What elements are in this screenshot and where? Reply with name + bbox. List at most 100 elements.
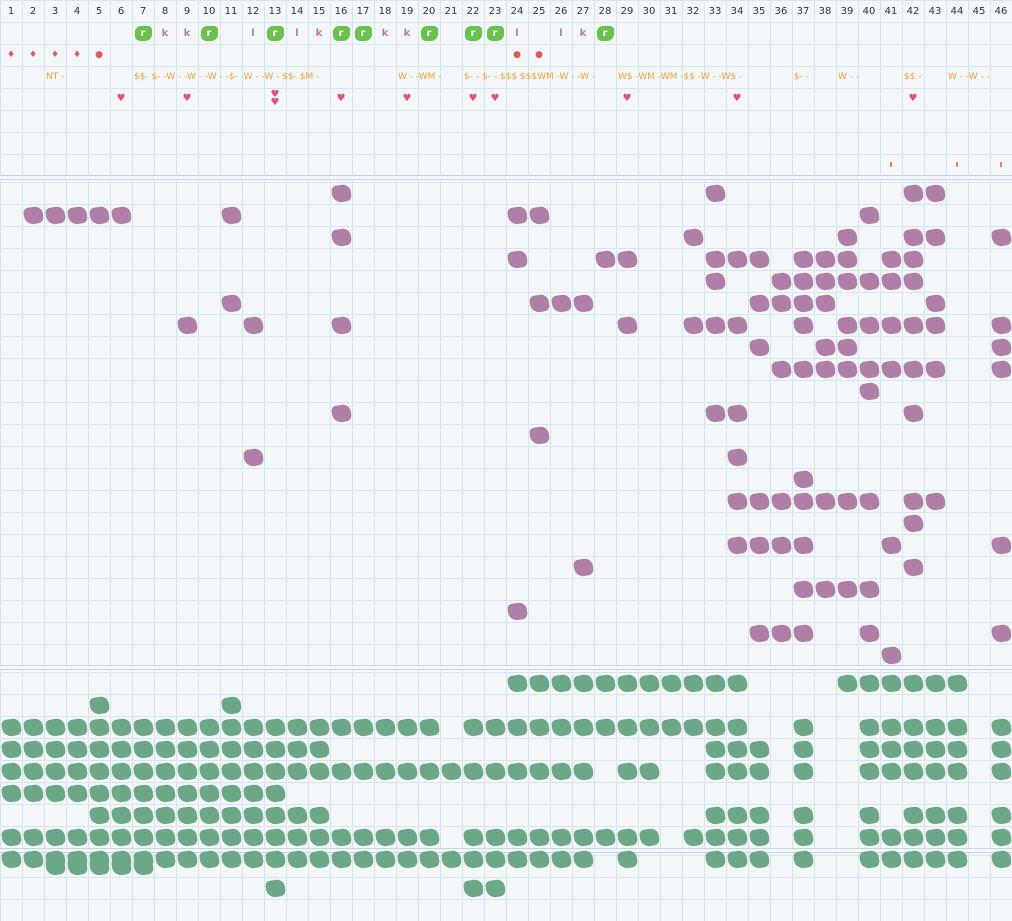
blob-block-icon[interactable] [550, 673, 572, 693]
green-block-cell[interactable] [638, 716, 660, 738]
blob-block-icon[interactable] [330, 403, 352, 423]
green-block-cell[interactable] [704, 760, 726, 782]
blob-block-icon[interactable] [858, 359, 880, 379]
green-block-cell[interactable] [0, 826, 22, 848]
purple-block-cell[interactable] [220, 204, 242, 226]
blob-block-icon[interactable] [770, 535, 792, 555]
green-block-cell[interactable] [704, 804, 726, 826]
purple-block-cell[interactable] [704, 402, 726, 424]
green-block-cell[interactable] [308, 826, 330, 848]
green-block-cell[interactable] [946, 848, 968, 870]
blob-block-icon[interactable] [88, 717, 110, 737]
blob-block-icon[interactable] [132, 827, 154, 847]
green-block-cell[interactable] [924, 672, 946, 694]
green-block-cell[interactable] [132, 760, 154, 782]
green-block-cell[interactable] [242, 848, 264, 870]
blob-block-icon[interactable] [924, 717, 946, 737]
blob-block-icon[interactable] [902, 717, 924, 737]
blob-block-icon[interactable] [990, 739, 1012, 759]
blob-block-icon[interactable] [418, 761, 440, 781]
green-block-cell[interactable] [330, 716, 352, 738]
blob-block-icon[interactable] [792, 271, 814, 291]
purple-block-cell[interactable] [726, 248, 748, 270]
blob-block-icon[interactable] [396, 827, 418, 847]
green-block-cell[interactable] [198, 848, 220, 870]
blob-block-icon[interactable] [990, 623, 1012, 643]
blob-block-icon[interactable] [858, 315, 880, 335]
green-block-cell[interactable] [110, 716, 132, 738]
purple-block-cell[interactable] [792, 270, 814, 292]
purple-block-cell[interactable] [220, 292, 242, 314]
green-block-cell[interactable] [528, 716, 550, 738]
r-badge-icon[interactable]: r [486, 25, 504, 41]
blob-block-icon[interactable] [242, 783, 264, 803]
green-block-cell[interactable] [748, 760, 770, 782]
column-header[interactable]: 24 [510, 5, 524, 17]
blob-block-icon[interactable] [682, 315, 704, 335]
purple-block-cell[interactable] [924, 226, 946, 248]
blob-block-icon[interactable] [924, 673, 946, 693]
purple-block-cell[interactable] [836, 314, 858, 336]
green-block-cell[interactable] [924, 826, 946, 848]
column-header[interactable]: 2 [29, 5, 37, 17]
purple-block-cell[interactable] [836, 358, 858, 380]
purple-block-cell[interactable] [902, 402, 924, 424]
blob-block-icon[interactable] [946, 673, 968, 693]
blob-block-icon[interactable] [990, 827, 1012, 847]
green-block-cell[interactable] [44, 782, 66, 804]
green-block-cell[interactable] [792, 738, 814, 760]
blob-block-icon[interactable] [594, 827, 616, 847]
green-block-cell[interactable] [506, 672, 528, 694]
blob-block-icon[interactable] [638, 673, 660, 693]
purple-block-cell[interactable] [572, 292, 594, 314]
blob-block-icon[interactable] [572, 849, 594, 869]
blob-block-icon[interactable] [836, 315, 858, 335]
purple-block-cell[interactable] [528, 424, 550, 446]
blob-block-icon[interactable] [132, 761, 154, 781]
green-block-cell[interactable] [330, 826, 352, 848]
blob-block-icon[interactable] [352, 761, 374, 781]
blob-block-icon[interactable] [330, 315, 352, 335]
green-block-cell[interactable] [66, 782, 88, 804]
column-header[interactable]: 5 [95, 5, 103, 17]
blob-block-icon[interactable] [22, 783, 44, 803]
r-badge-icon[interactable]: r [420, 25, 438, 41]
purple-block-cell[interactable] [880, 644, 902, 666]
blob-block-icon[interactable] [506, 717, 528, 737]
green-block-cell[interactable] [66, 760, 88, 782]
blob-block-icon[interactable] [990, 535, 1012, 555]
green-block-cell[interactable] [616, 760, 638, 782]
purple-block-cell[interactable] [924, 358, 946, 380]
blob-block-icon[interactable] [682, 827, 704, 847]
badge-cell[interactable]: r [352, 22, 374, 44]
blob-block-icon[interactable] [308, 849, 330, 869]
blob-block-icon[interactable] [726, 717, 748, 737]
blob-block-icon[interactable] [726, 315, 748, 335]
green-block-cell[interactable] [220, 738, 242, 760]
purple-block-cell[interactable] [770, 534, 792, 556]
blob-block-icon[interactable] [528, 827, 550, 847]
blob-block-icon[interactable] [176, 739, 198, 759]
green-block-cell[interactable] [352, 716, 374, 738]
green-block-cell[interactable] [880, 760, 902, 782]
column-header[interactable]: 37 [796, 5, 810, 17]
purple-block-cell[interactable] [858, 380, 880, 402]
blob-block-icon[interactable] [22, 849, 44, 869]
column-header[interactable]: 6 [117, 5, 125, 17]
r-badge-icon[interactable]: r [596, 25, 614, 41]
blob-block-icon[interactable] [550, 827, 572, 847]
blob-block-icon[interactable] [132, 783, 154, 803]
column-header[interactable]: 15 [312, 5, 326, 17]
green-block-cell[interactable] [154, 804, 176, 826]
green-block-cell[interactable] [22, 760, 44, 782]
blob-block-icon[interactable] [528, 205, 550, 225]
column-header[interactable]: 34 [730, 5, 744, 17]
blob-block-icon[interactable] [286, 849, 308, 869]
blob-block-icon[interactable] [242, 827, 264, 847]
r-badge-icon[interactable]: r [464, 25, 482, 41]
green-block-cell[interactable] [506, 848, 528, 870]
green-block-cell[interactable] [220, 826, 242, 848]
green-block-cell[interactable] [44, 738, 66, 760]
green-block-cell[interactable] [594, 716, 616, 738]
green-block-cell[interactable] [308, 716, 330, 738]
